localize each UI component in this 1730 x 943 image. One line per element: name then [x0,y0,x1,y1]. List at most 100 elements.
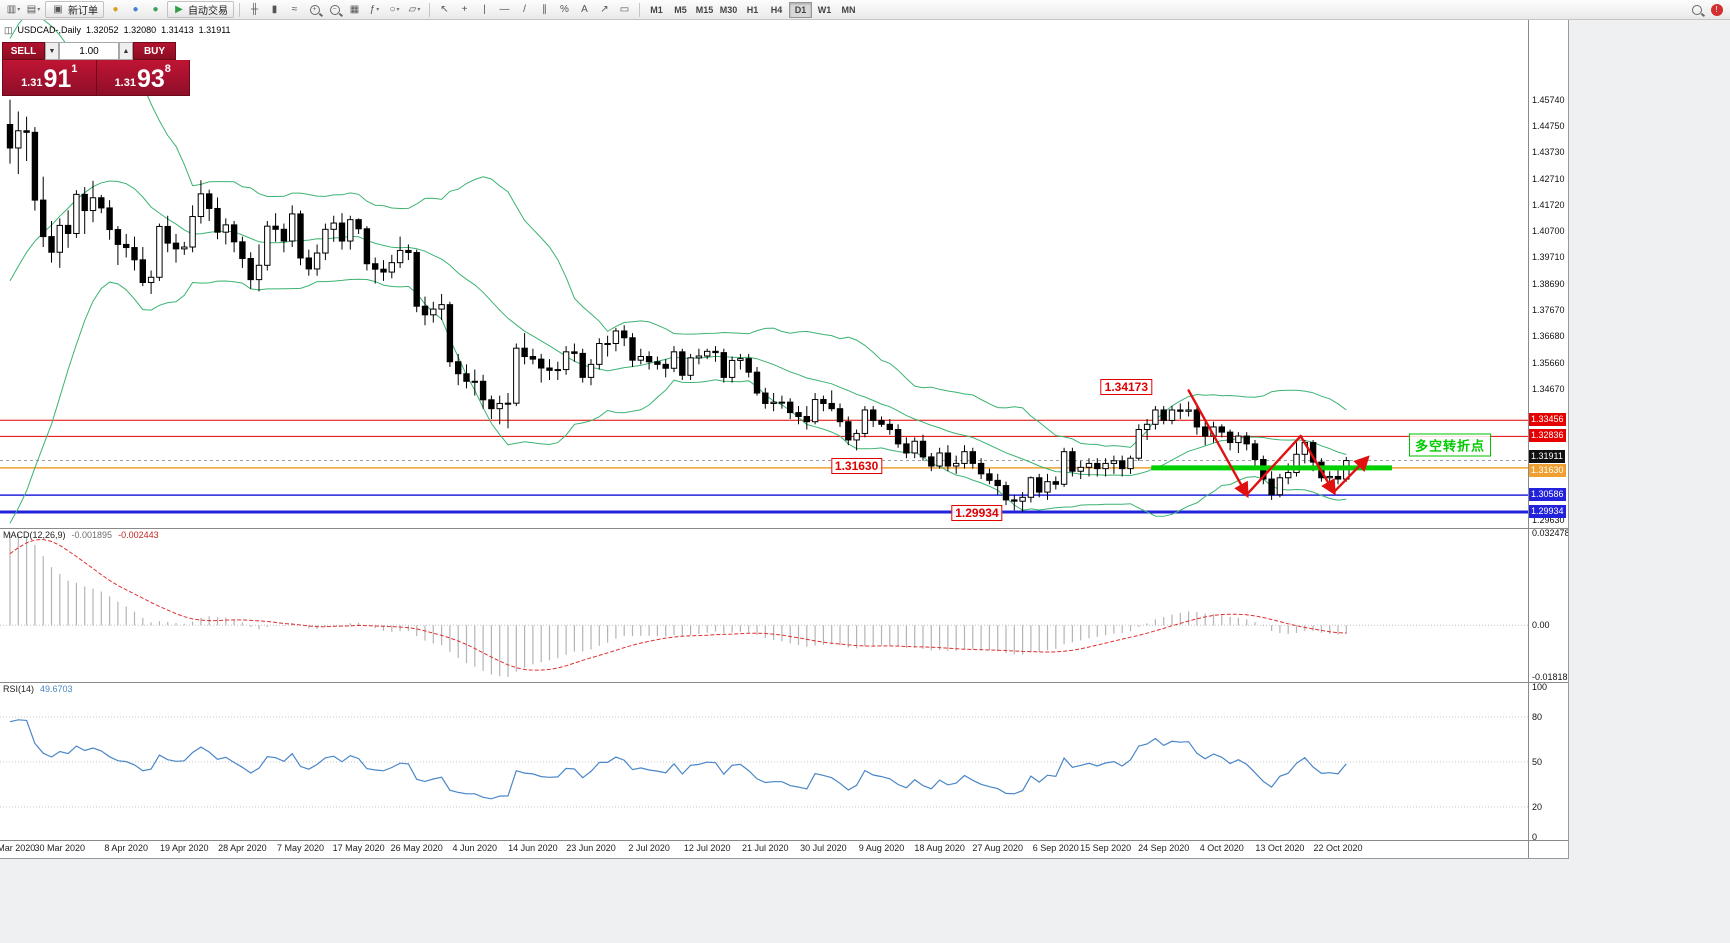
shapes-icon[interactable]: ▭ [619,4,630,15]
date-axis-label: 15 Sep 2020 [1080,843,1132,853]
price-axis-label: 1.29630 [1532,514,1565,525]
toolbar-separator [239,2,240,17]
ask-price-base: 1.31 [114,77,136,89]
date-axis-label: 26 May 2020 [390,843,443,853]
new-order-label: 新订单 [68,6,98,17]
price-axis-label: 1.40700 [1532,226,1565,237]
price-axis[interactable]: 1.45740 1.44750 1.43730 1.42710 1.41720 1.407… [1528,20,1568,858]
date-axis-label: 17 May 2020 [332,843,385,853]
date-axis-label: 6 Sep 2020 [1032,843,1079,853]
drawing-tools-group: ↖ + | — / ∥% A ↗ ▭ [435,1,634,19]
terminal-icon[interactable]: ● [152,4,159,15]
autotrading-button[interactable]: ▶ 自动交易 [167,1,234,18]
timeframe-m1[interactable]: M1 [645,2,668,18]
crosshair-icon[interactable]: + [461,4,468,15]
arrow-tool-icon[interactable]: ↗ [600,4,609,15]
date-axis-label: 30 Mar 2020 [34,843,86,853]
toolbar-right-group: ! [1687,1,1726,19]
candlestick-chart-icon[interactable]: ▮ [271,4,278,15]
text-icon[interactable]: A [581,4,588,15]
date-axis-label: 7 May 2020 [276,843,325,853]
data-window-icon[interactable]: ● [132,4,139,15]
price-axis-box: 1.32836 [1529,429,1566,443]
macd-axis-label: 0.00 [1532,620,1550,631]
price-axis-label: 1.34670 [1532,383,1565,394]
symbol-period-label: USDCAD-,Daily [17,25,82,35]
rsi-value: 49.6703 [40,684,73,694]
main-price-panel [0,20,1528,524]
timeframe-d1[interactable]: D1 [789,1,812,18]
date-axis-label: 30 Jul 2020 [800,843,847,853]
bid-price[interactable]: 1.31 91 1 [3,60,96,95]
sell-button[interactable]: SELL [2,42,45,60]
timeframe-m30[interactable]: M30 [717,2,740,18]
macd-title: MACD(12,26,9) [3,530,66,540]
timeframe-m15[interactable]: M15 [693,2,716,18]
vertical-line-icon[interactable]: | [483,4,486,15]
high-price-callout[interactable]: 1.34173 [1100,379,1153,396]
toolbar: ▥ ▾ ▤ ▾ ▣ 新订单 ● ● ● ▶ 自动交易 ╫ ▮ ≈ + − ▦ ƒ ▾ ○ ▾ ▱ ▾ ↖ + | — /… [0,0,1730,20]
grid-icon[interactable]: ▦ [349,4,360,15]
macd-indicator-label: MACD(12,26,9) -0.001895 -0.002443 [3,530,159,540]
date-axis-label: 28 Apr 2020 [218,843,267,853]
volume-down-button[interactable]: ▼ [45,42,59,60]
community-icon[interactable]: ! [1707,1,1726,19]
zoom-out-icon[interactable]: − [325,1,344,19]
date-axis-label: 18 Aug 2020 [914,843,965,853]
timeframe-m5[interactable]: M5 [669,2,692,18]
rsi-axis-label: 20 [1532,802,1543,812]
search-icon[interactable] [1687,1,1706,19]
line-chart-icon[interactable]: ≈ [291,4,298,15]
ask-price[interactable]: 1.31 93 8 [97,60,190,95]
rsi-axis-label: 80 [1532,712,1543,722]
bar-chart-icon[interactable]: ╫ [250,4,259,15]
fibonacci-icon[interactable]: % [560,4,569,15]
date-axis-label: 2 Jul 2020 [628,843,670,853]
buy-button[interactable]: BUY [133,42,176,60]
macd-panel [0,533,1528,677]
timeframe-mn[interactable]: MN [837,2,860,18]
timeframe-h1[interactable]: H1 [741,2,764,18]
chart-profiles-icon[interactable]: ▤ ▾ [26,4,41,15]
price-axis-label: 1.36680 [1532,331,1565,342]
bid-price-point: 1 [71,63,78,75]
market-watch-icon[interactable]: ● [112,4,119,15]
chart-info-line: ◫ USDCAD-,Daily 1.32052 1.32080 1.31413 … [4,25,231,36]
volume-input[interactable] [59,42,119,60]
turning-point-callout[interactable]: 多空转折点 [1409,433,1492,457]
macd-main-value: -0.001895 [71,530,113,540]
cursor-icon[interactable]: ↖ [440,4,449,15]
low-value: 1.31413 [161,25,194,35]
autotrading-play-icon: ▶ [175,4,183,15]
autotrading-label: 自动交易 [188,6,228,17]
bid-price-pips: 91 [43,65,72,93]
support-price-callout[interactable]: 1.31630 [830,458,883,475]
trendline-icon[interactable]: / [523,4,526,15]
low-price-callout[interactable]: 1.29934 [951,505,1003,522]
timeframe-h4[interactable]: H4 [765,2,788,18]
price-axis-label: 1.41720 [1532,199,1565,210]
timeframe-w1[interactable]: W1 [813,2,836,18]
rsi-axis-label: 100 [1532,682,1548,692]
date-axis-label: 23 Jun 2020 [566,843,616,853]
periods-icon[interactable]: ○ ▾ [389,4,400,15]
price-chart-svg [0,20,1568,858]
rsi-title: RSI(14) [3,684,35,694]
indicators-icon[interactable]: ƒ ▾ [369,4,380,15]
date-axis-label: 4 Oct 2020 [1199,843,1244,853]
toolbar-separator [639,2,640,17]
one-click-prices-row: 1.31 91 1 1.31 93 8 [2,60,190,96]
new-chart-icon[interactable]: ▥ ▾ [6,4,21,15]
date-axis-label: 14 Jun 2020 [508,843,558,853]
zoom-in-icon[interactable]: + [305,1,324,19]
chart-buttons-group: ▥ ▾ ▤ ▾ [4,1,43,19]
new-order-button[interactable]: ▣ 新订单 [45,1,104,18]
price-axis-label: 1.44750 [1532,120,1565,131]
channel-icon[interactable]: ∥ [542,4,547,15]
volume-up-button[interactable]: ▲ [119,42,133,60]
price-axis-label: 1.39710 [1532,252,1565,263]
horizontal-line-icon[interactable]: — [499,4,510,15]
templates-icon[interactable]: ▱ ▾ [408,4,421,15]
price-axis-label: 1.37670 [1532,305,1565,316]
